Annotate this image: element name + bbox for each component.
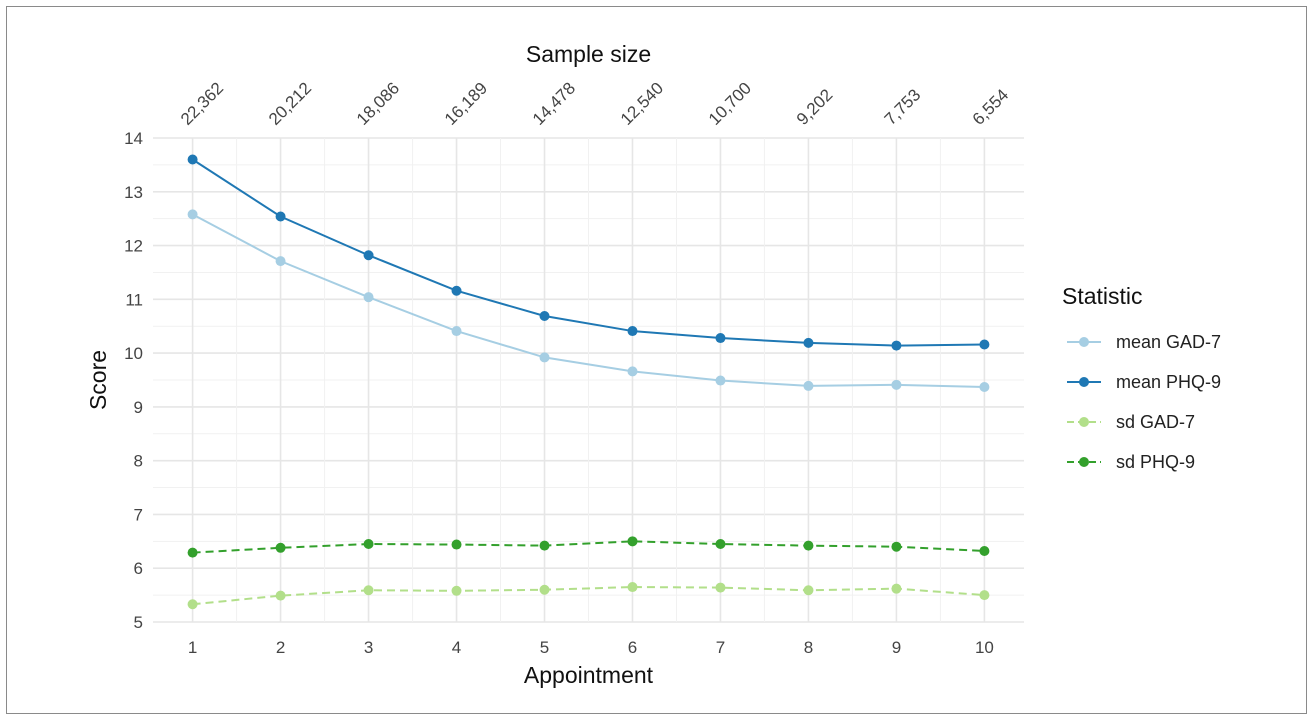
x-tick-label: 7 <box>716 638 725 657</box>
series-line-sd-gad-7 <box>192 586 985 606</box>
data-point-sd-gad-7 <box>187 599 198 610</box>
x-tick-label: 1 <box>188 638 197 657</box>
x-tick-label: 6 <box>628 638 637 657</box>
y-tick-label: 8 <box>134 452 143 471</box>
data-point-mean-gad-7 <box>363 292 374 303</box>
series-line-mean-gad-7 <box>192 213 985 388</box>
data-point-sd-gad-7 <box>803 585 814 596</box>
data-point-mean-gad-7 <box>275 256 286 267</box>
data-point-sd-phq-9 <box>803 540 814 551</box>
grid <box>153 137 1024 623</box>
sample-size-label: 20,212 <box>265 79 315 129</box>
y-axis-ticks: 5 6 7 8 9 10 11 12 13 14 <box>124 129 143 632</box>
data-point-mean-gad-7 <box>187 209 198 220</box>
data-point-sd-gad-7 <box>715 582 726 593</box>
x-tick-label: 10 <box>975 638 994 657</box>
sample-size-label: 16,189 <box>441 79 491 129</box>
sample-size-labels: 22,362 20,212 18,086 16,189 14,478 12,540 10,7… <box>177 79 1012 129</box>
data-point-sd-phq-9 <box>627 536 638 547</box>
data-point-mean-gad-7 <box>539 352 550 363</box>
sample-size-label: 22,362 <box>177 79 227 129</box>
y-tick-label: 6 <box>134 559 143 578</box>
x-tick-label: 9 <box>892 638 901 657</box>
legend-key-point-mean-gad-7 <box>1079 337 1089 347</box>
chart-frame <box>6 6 1307 714</box>
data-point-mean-phq-9 <box>539 311 550 322</box>
x-axis-title: Appointment <box>524 662 654 688</box>
x-tick-label: 5 <box>540 638 549 657</box>
legend-key-point-sd-gad-7 <box>1079 417 1089 427</box>
data-point-sd-phq-9 <box>715 539 726 550</box>
y-tick-label: 10 <box>124 344 143 363</box>
data-point-sd-phq-9 <box>275 542 286 553</box>
x-axis-ticks: 1 2 3 4 5 6 7 8 9 10 <box>188 638 994 657</box>
y-tick-label: 5 <box>134 613 143 632</box>
data-point-sd-phq-9 <box>363 539 374 550</box>
data-point-sd-gad-7 <box>451 585 462 596</box>
data-point-sd-phq-9 <box>539 540 550 551</box>
legend-label-mean-phq-9: mean PHQ-9 <box>1116 372 1221 392</box>
top-axis-title: Sample size <box>526 41 651 67</box>
data-point-sd-gad-7 <box>627 582 638 593</box>
legend-key-point-mean-phq-9 <box>1079 377 1089 387</box>
sample-size-label: 10,700 <box>705 79 755 129</box>
x-tick-label: 2 <box>276 638 285 657</box>
data-point-mean-gad-7 <box>891 379 902 390</box>
data-point-mean-phq-9 <box>979 339 990 350</box>
data-point-sd-phq-9 <box>891 541 902 552</box>
data-point-sd-gad-7 <box>539 584 550 595</box>
legend-title: Statistic <box>1062 283 1143 309</box>
data-point-mean-phq-9 <box>451 285 462 296</box>
x-tick-label: 8 <box>804 638 813 657</box>
data-point-sd-phq-9 <box>979 546 990 557</box>
sample-size-label: 18,086 <box>353 79 403 129</box>
series-lines <box>187 154 990 610</box>
sample-size-label: 12,540 <box>617 79 667 129</box>
y-tick-label: 7 <box>134 505 143 524</box>
data-point-mean-phq-9 <box>275 211 286 222</box>
data-point-mean-phq-9 <box>363 250 374 261</box>
x-tick-label: 4 <box>452 638 461 657</box>
x-tick-label: 3 <box>364 638 373 657</box>
data-point-mean-phq-9 <box>891 340 902 351</box>
data-point-sd-gad-7 <box>363 585 374 596</box>
legend-label-sd-phq-9: sd PHQ-9 <box>1116 452 1195 472</box>
sample-size-label: 9,202 <box>793 85 837 129</box>
y-tick-label: 14 <box>124 129 143 148</box>
y-axis-title: Score <box>85 350 111 410</box>
data-point-sd-gad-7 <box>979 590 990 601</box>
series-line-sd-phq-9 <box>192 540 985 554</box>
data-point-mean-phq-9 <box>627 326 638 337</box>
legend-key-point-sd-phq-9 <box>1079 457 1089 467</box>
data-point-mean-gad-7 <box>627 366 638 377</box>
data-point-sd-phq-9 <box>187 547 198 558</box>
data-point-sd-phq-9 <box>451 539 462 550</box>
data-point-mean-gad-7 <box>979 381 990 392</box>
y-tick-label: 11 <box>125 290 143 309</box>
y-tick-label: 9 <box>134 398 143 417</box>
data-point-mean-phq-9 <box>187 154 198 165</box>
legend: Statistic mean GAD-7 mean PHQ-9 sd GAD-7 sd… <box>1062 283 1221 472</box>
sample-size-label: 7,753 <box>881 85 925 129</box>
data-point-mean-phq-9 <box>715 333 726 344</box>
y-tick-label: 12 <box>124 237 143 256</box>
sample-size-label: 14,478 <box>529 79 579 129</box>
series-line-mean-phq-9 <box>192 158 985 347</box>
sample-size-label: 6,554 <box>969 85 1013 129</box>
data-point-mean-gad-7 <box>451 326 462 337</box>
data-point-sd-gad-7 <box>891 583 902 594</box>
data-point-mean-gad-7 <box>803 380 814 391</box>
legend-label-sd-gad-7: sd GAD-7 <box>1116 412 1195 432</box>
data-point-mean-phq-9 <box>803 337 814 348</box>
data-point-mean-gad-7 <box>715 375 726 386</box>
data-point-sd-gad-7 <box>275 590 286 601</box>
legend-label-mean-gad-7: mean GAD-7 <box>1116 332 1221 352</box>
y-tick-label: 13 <box>124 183 143 202</box>
